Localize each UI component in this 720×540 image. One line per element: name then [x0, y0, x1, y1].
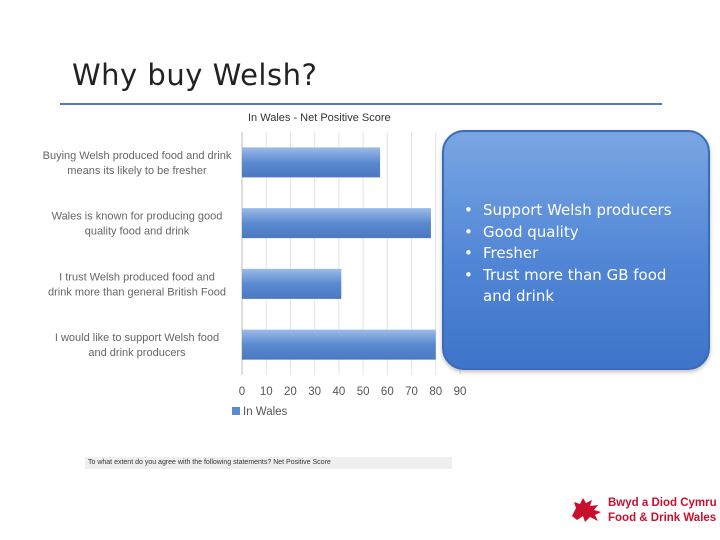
title-divider: [60, 103, 662, 105]
callout-bullet: • Support Welsh producers: [464, 200, 683, 222]
chart-title: In Wales - Net Positive Score: [248, 112, 391, 124]
logo-text: Bwyd a Diod Cymru Food & Drink Wales: [608, 496, 717, 526]
x-tick-label: 80: [429, 386, 442, 398]
legend-label: In Wales: [243, 406, 288, 418]
x-tick-label: 70: [405, 386, 418, 398]
bullet-icon: •: [464, 222, 473, 241]
welsh-dragon-icon: [572, 498, 601, 522]
logo-line-english: Food & Drink Wales: [608, 512, 717, 524]
legend-swatch: [232, 407, 240, 415]
bar: [242, 329, 436, 360]
bullet-icon: •: [464, 201, 473, 219]
x-tick-label: 60: [381, 386, 394, 398]
x-tick-label: 50: [357, 386, 370, 398]
bar: [242, 147, 381, 178]
x-tick-label: 20: [284, 386, 297, 398]
x-tick-label: 0: [239, 386, 245, 398]
x-tick-label: 90: [454, 386, 467, 398]
category-label: Buying Welsh produced food and drink mean…: [43, 150, 232, 177]
x-tick-label: 30: [308, 386, 321, 398]
logo-line-welsh: Bwyd a Diod Cymru: [608, 497, 717, 509]
slide-title: Why buy Welsh?: [72, 58, 318, 92]
callout-bullet-text: Good quality: [483, 222, 579, 241]
bullet-icon: •: [464, 265, 473, 284]
bar: [242, 268, 342, 299]
callout-bullet: • Fresher: [464, 243, 683, 265]
key-points-callout: • Support Welsh producers • Good quality • Fr…: [442, 130, 710, 370]
bar: [242, 208, 431, 239]
callout-bullet-text: Trust more than GB food and drink: [483, 265, 667, 306]
key-points-list: • Support Welsh producers • Good quality • Fr…: [464, 200, 683, 308]
category-label: I would like to support Welsh food and dr…: [55, 332, 219, 359]
category-label: I trust Welsh produced food and drink mor…: [48, 271, 226, 298]
x-tick-label: 40: [332, 386, 345, 398]
category-label: Wales is known for producing good quality…: [52, 211, 223, 238]
callout-bullet: • Trust more than GB food and drink: [464, 265, 683, 308]
bullet-icon: •: [464, 244, 473, 262]
callout-bullet-text: Support Welsh producers: [483, 201, 672, 219]
callout-bullet: • Good quality: [464, 222, 683, 244]
callout-bullet-text: Fresher: [483, 244, 539, 262]
brand-logo: Bwyd a Diod Cymru Food & Drink Wales: [570, 494, 717, 526]
source-note: To what extent do you agree with the fol…: [85, 457, 452, 469]
x-tick-label: 10: [260, 386, 273, 398]
